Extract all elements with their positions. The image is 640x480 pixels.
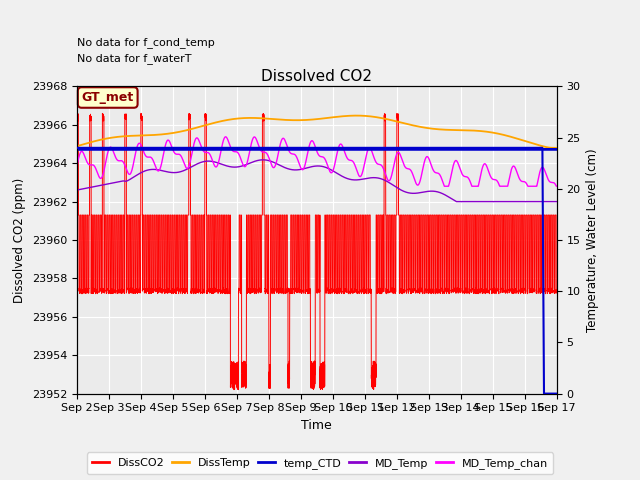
Y-axis label: Temperature, Water Level (cm): Temperature, Water Level (cm) [586,148,599,332]
Text: No data for f_cond_temp: No data for f_cond_temp [77,36,214,48]
Y-axis label: Dissolved CO2 (ppm): Dissolved CO2 (ppm) [13,178,26,302]
Title: Dissolved CO2: Dissolved CO2 [261,69,372,84]
Text: No data for f_waterT: No data for f_waterT [77,53,191,64]
X-axis label: Time: Time [301,419,332,432]
Legend: DissCO2, DissTemp, temp_CTD, MD_Temp, MD_Temp_chan: DissCO2, DissTemp, temp_CTD, MD_Temp, MD… [86,453,554,474]
Text: GT_met: GT_met [82,91,134,104]
